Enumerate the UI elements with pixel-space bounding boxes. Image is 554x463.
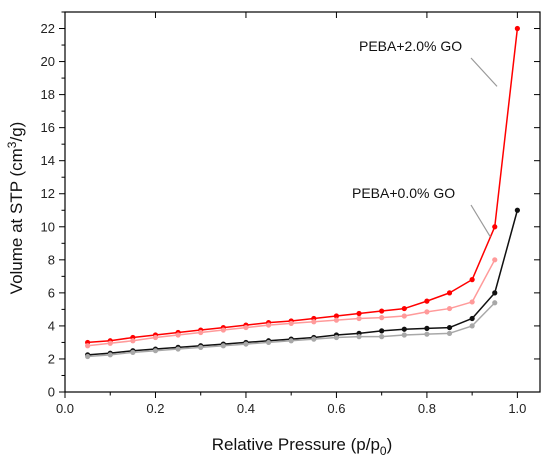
- series-point: [401, 305, 407, 312]
- series-point: [265, 339, 272, 346]
- series-point: [333, 334, 340, 341]
- x-tick-label: 0.4: [237, 401, 255, 416]
- series-point: [379, 308, 385, 314]
- series-point: [175, 332, 181, 338]
- series-point: [220, 343, 226, 349]
- series-point: [198, 344, 204, 350]
- annotation-layer: PEBA+2.0% GO PEBA+0.0% GO: [352, 38, 498, 238]
- y-tick-label: 2: [48, 351, 55, 366]
- series-point: [288, 338, 294, 344]
- series-point: [107, 352, 113, 358]
- series-point: [424, 325, 430, 331]
- series-point: [379, 328, 385, 334]
- series-point: [311, 319, 317, 325]
- y-tick-label: 8: [48, 252, 55, 267]
- series-point: [130, 338, 136, 344]
- series-point: [333, 317, 340, 323]
- series-point: [401, 326, 407, 332]
- series-point: [288, 320, 294, 327]
- series-point: [492, 300, 498, 306]
- series-line: [87, 259, 496, 347]
- y-tick-label: 12: [41, 186, 55, 201]
- series-point: [333, 313, 340, 319]
- series-point: [446, 330, 453, 336]
- x-axis-title: Relative Pressure (p/p0): [212, 435, 393, 458]
- series-point: [130, 349, 136, 355]
- series-point: [356, 315, 362, 322]
- y-tick-label: 10: [41, 219, 55, 234]
- plot-area: 0.0 0.2 0.4 0.6 0.8 1.0 0 2 4 6 8 10 12 14 16 18 20 22: [41, 11, 541, 416]
- series-point: [492, 224, 498, 230]
- annotation-label-0pct: PEBA+0.0% GO: [352, 185, 455, 201]
- series-point: [152, 348, 159, 354]
- series-point: [311, 336, 317, 342]
- series-point: [85, 353, 91, 360]
- series-point: [243, 324, 249, 331]
- plot-frame: [64, 11, 541, 393]
- series-point: [356, 310, 362, 317]
- series-point: [198, 329, 204, 336]
- y-tick-label: 22: [41, 21, 55, 36]
- series-point: [469, 277, 475, 283]
- series-point: [514, 207, 520, 213]
- y-tick-label: 20: [41, 54, 55, 69]
- y-axis-title: Volume at STP (cm3/g): [5, 122, 26, 295]
- y-tick-label: 6: [48, 285, 55, 300]
- series-point: [424, 298, 430, 304]
- series-point: [446, 305, 453, 312]
- x-tick-label: 1.0: [508, 401, 526, 416]
- series-point: [401, 313, 407, 319]
- series-point: [379, 315, 385, 321]
- annotation-label-2pct: PEBA+2.0% GO: [359, 38, 462, 54]
- series-point: [152, 334, 159, 341]
- series-point: [401, 332, 407, 338]
- y-tick-label: 14: [41, 153, 55, 168]
- series-point: [446, 324, 453, 331]
- series-point: [469, 323, 475, 329]
- series-point: [424, 309, 430, 315]
- series-point: [107, 340, 113, 346]
- annotation-leader-2pct: [470, 57, 498, 87]
- y-tick-label: 18: [41, 87, 55, 102]
- series-point: [469, 315, 475, 322]
- series-point: [424, 331, 430, 337]
- series-point: [356, 334, 362, 340]
- series-point: [492, 257, 498, 263]
- series-line: [87, 210, 519, 356]
- series-layer: [85, 25, 520, 360]
- series-point: [446, 290, 453, 296]
- series-point: [243, 341, 249, 347]
- series-point: [85, 343, 91, 349]
- x-tick-label: 0.2: [146, 401, 164, 416]
- series-point: [220, 327, 226, 333]
- y-tick-label: 4: [48, 318, 55, 333]
- series-line: [87, 28, 519, 344]
- series-point: [492, 290, 498, 296]
- x-tick-label: 0.6: [327, 401, 345, 416]
- y-tick-label: 0: [48, 385, 55, 400]
- annotation-leader-0pct: [470, 204, 491, 238]
- series-point: [265, 322, 272, 328]
- series-point: [175, 346, 181, 352]
- series-point: [469, 299, 475, 305]
- y-tick-label: 16: [41, 120, 55, 135]
- series-point: [379, 334, 385, 340]
- series-point: [514, 25, 520, 32]
- x-tick-label: 0.0: [56, 401, 74, 416]
- x-tick-label: 0.8: [418, 401, 436, 416]
